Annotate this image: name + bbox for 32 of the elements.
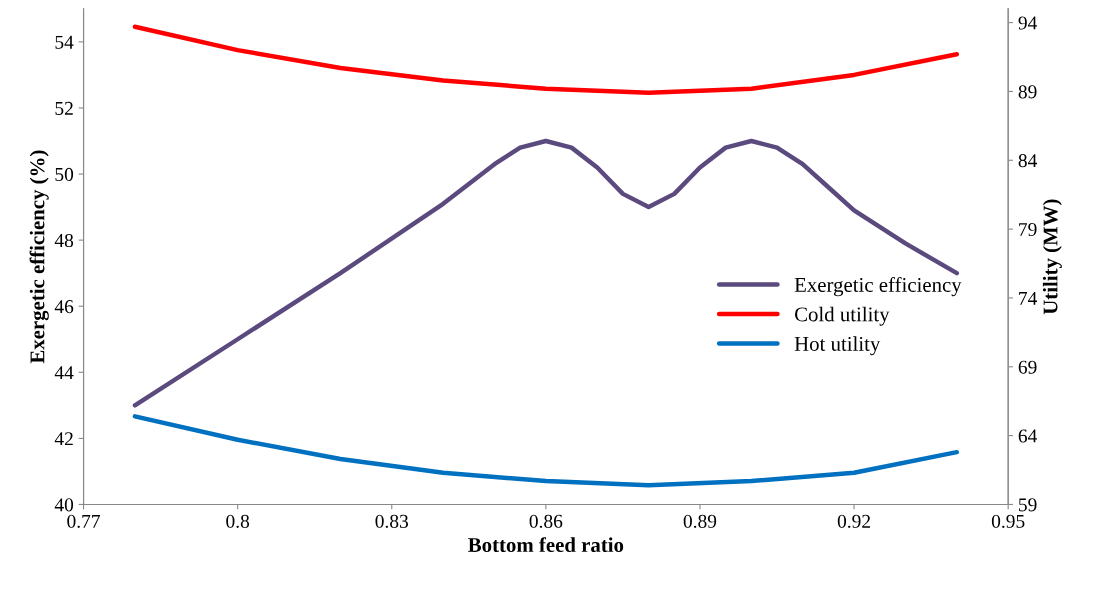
x-tick-label: 0.8 xyxy=(226,514,250,528)
y-tick-label: 54 xyxy=(55,35,74,49)
x-tick-label: 0.92 xyxy=(837,514,871,528)
y2-tick-label: 64 xyxy=(1018,429,1038,443)
y-tick-label: 48 xyxy=(54,233,74,248)
y-tick-label: 44 xyxy=(54,366,74,380)
y-axis-title: Exergetic efficiency (%) xyxy=(29,150,49,364)
y2-tick-label: 74 xyxy=(1019,291,1038,305)
y2-tick-label: 59 xyxy=(1019,498,1037,512)
x-tick-label: 0.89 xyxy=(683,514,717,528)
legend-label: Cold utility xyxy=(794,306,890,326)
legend-label: Exergetic efficiency xyxy=(794,277,962,297)
line-series xyxy=(132,414,960,488)
y2-tick-label: 89 xyxy=(1018,85,1037,99)
x-tick-label: 0.83 xyxy=(375,514,409,528)
y-tick-label: 40 xyxy=(54,498,74,512)
y2-tick-label: 69 xyxy=(1018,360,1037,374)
x-axis-title: Bottom feed ratio xyxy=(468,537,624,553)
y2-axis-title: Utility (MW) xyxy=(1042,199,1062,315)
line-series xyxy=(132,138,960,408)
x-tick-label: 0.77 xyxy=(67,514,100,528)
y-tick-label: 42 xyxy=(54,432,73,446)
x-tick-label: 0.86 xyxy=(529,514,563,528)
x-tick-label: 0.95 xyxy=(991,514,1025,528)
y2-tick-label: 79 xyxy=(1019,222,1037,237)
y2-tick-label: 84 xyxy=(1018,154,1038,168)
line-series xyxy=(132,24,960,96)
y-tick-label: 46 xyxy=(54,300,74,314)
y2-tick-label: 94 xyxy=(1018,16,1038,30)
y-tick-label: 52 xyxy=(55,101,73,115)
y-tick-label: 50 xyxy=(55,167,74,181)
legend-label: Hot utility xyxy=(794,336,881,356)
